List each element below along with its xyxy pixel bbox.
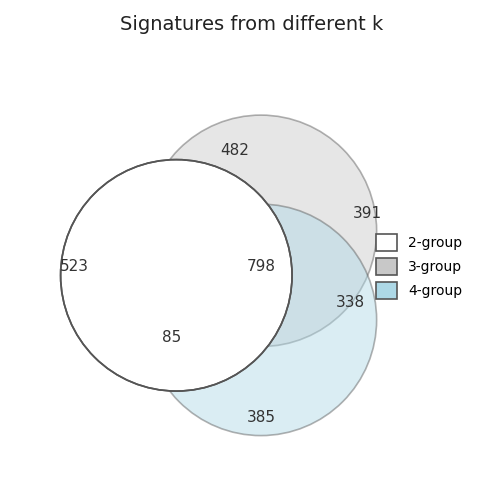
Circle shape [145,115,376,347]
Circle shape [145,204,376,435]
Text: 391: 391 [353,206,383,221]
Legend: 2-group, 3-group, 4-group: 2-group, 3-group, 4-group [370,228,468,304]
Text: 385: 385 [246,410,275,425]
Title: Signatures from different k: Signatures from different k [120,15,384,34]
Text: 523: 523 [59,259,89,274]
Text: 85: 85 [162,330,181,345]
Text: 482: 482 [220,143,248,158]
Circle shape [60,160,292,391]
Text: 798: 798 [246,259,275,274]
Text: 338: 338 [335,294,364,309]
